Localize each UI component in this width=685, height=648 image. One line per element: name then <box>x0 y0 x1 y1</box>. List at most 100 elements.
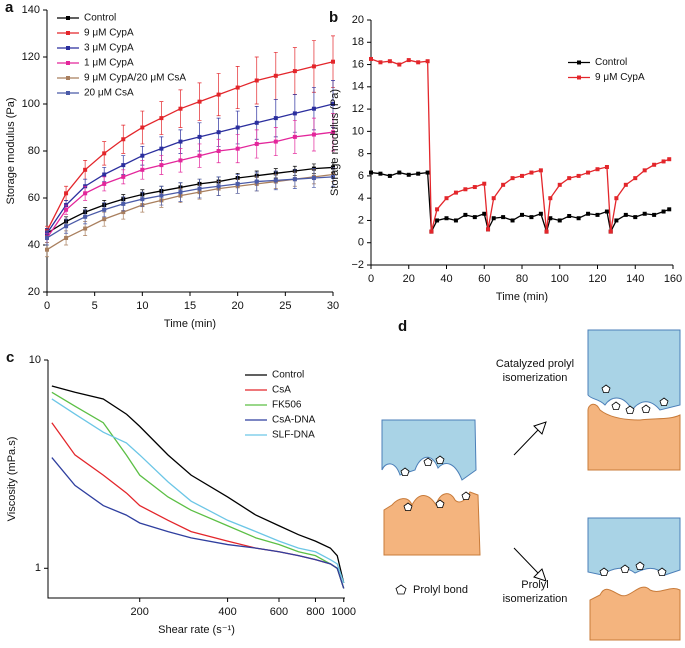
marker <box>83 226 88 231</box>
marker <box>435 218 440 223</box>
y-tick-label: 1 <box>35 562 41 574</box>
legend-label: 1 μM CypA <box>84 58 134 69</box>
marker <box>254 120 259 125</box>
y-tick-label: 2 <box>358 214 364 226</box>
legend-label: 9 μM CypA <box>84 28 134 39</box>
marker <box>642 211 647 216</box>
marker <box>444 196 449 201</box>
series <box>369 170 672 235</box>
legend-label: CsA <box>272 385 291 396</box>
key-label: Prolyl bond <box>413 584 468 596</box>
panel-label: b <box>329 9 338 26</box>
marker <box>529 170 534 175</box>
marker <box>121 174 126 179</box>
marker <box>102 151 107 156</box>
marker <box>121 163 126 168</box>
marker <box>235 181 240 186</box>
marker <box>661 209 666 214</box>
series <box>45 113 335 243</box>
marker <box>652 162 657 167</box>
marker <box>102 172 107 177</box>
marker <box>311 176 316 181</box>
legend-marker <box>66 91 70 95</box>
marker <box>45 247 49 252</box>
blue-surface <box>587 329 681 411</box>
marker <box>501 182 506 187</box>
marker <box>273 178 278 183</box>
legend-marker <box>577 60 581 65</box>
y-tick-label: 10 <box>352 125 364 137</box>
marker <box>576 173 581 178</box>
arrow <box>513 547 547 582</box>
marker <box>159 116 164 121</box>
marker <box>614 218 619 223</box>
x-tick-label: 600 <box>270 606 288 618</box>
marker <box>121 137 126 142</box>
marker <box>623 212 628 217</box>
marker <box>595 167 600 172</box>
orange-surface <box>587 403 681 471</box>
x-tick-label: 40 <box>440 273 452 285</box>
x-axis-label: Time (min) <box>164 318 216 330</box>
legend-label: 3 μM CypA <box>84 43 134 54</box>
marker <box>520 212 524 217</box>
marker <box>273 139 278 144</box>
x-tick-label: 60 <box>478 273 490 285</box>
series <box>51 457 345 589</box>
marker <box>520 173 524 178</box>
marker <box>159 163 164 168</box>
marker <box>472 185 477 190</box>
marker <box>510 176 515 181</box>
marker <box>614 196 619 201</box>
marker <box>586 170 591 175</box>
marker <box>64 224 69 229</box>
marker <box>538 168 543 173</box>
marker <box>538 211 543 216</box>
marker <box>667 157 672 162</box>
marker <box>604 165 609 169</box>
marker <box>444 216 449 221</box>
marker <box>197 134 202 139</box>
marker <box>331 59 335 64</box>
axes <box>370 20 673 266</box>
legend-label: SLF-DNA <box>272 430 315 441</box>
y-tick-label: 4 <box>358 192 364 204</box>
marker <box>623 182 628 187</box>
marker <box>121 210 126 215</box>
marker <box>378 171 383 176</box>
series-line <box>51 422 345 589</box>
legend-label: 9 μM CypA <box>595 72 645 83</box>
series-line <box>370 58 670 232</box>
marker <box>254 141 259 146</box>
legend-marker <box>66 31 70 35</box>
series <box>51 398 345 584</box>
marker <box>45 235 49 240</box>
marker <box>178 106 183 111</box>
marker <box>273 116 278 121</box>
y-tick-label: 20 <box>28 286 40 298</box>
x-tick-label: 100 <box>551 273 569 285</box>
marker <box>544 229 549 234</box>
y-tick-label: 8 <box>358 148 364 160</box>
arrow <box>513 421 547 456</box>
y-tick-label: 6 <box>358 170 364 182</box>
y-tick-label: 16 <box>352 58 364 70</box>
prolyl-bonds <box>395 384 669 595</box>
x-tick-label: 25 <box>279 300 291 312</box>
arrow-label: Catalyzed prolyl isomerization <box>496 358 574 384</box>
x-tick-label: 0 <box>44 300 50 312</box>
marker <box>406 172 411 177</box>
marker <box>178 190 183 195</box>
marker <box>472 215 477 220</box>
y-axis-label: Storage modulus (Pa) <box>329 89 341 196</box>
panel-label: c <box>6 349 14 366</box>
marker <box>159 146 164 151</box>
axes <box>47 360 345 599</box>
y-tick-label: 60 <box>28 192 40 204</box>
legend-label: CsA-DNA <box>272 415 316 426</box>
marker <box>235 85 240 90</box>
marker <box>197 99 202 104</box>
series-line <box>51 398 345 584</box>
legend-marker <box>66 46 70 50</box>
marker <box>453 190 458 195</box>
